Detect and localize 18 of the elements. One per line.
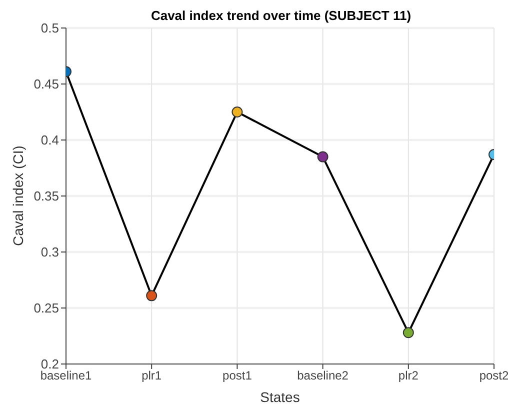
y-tick-label: 0.25	[34, 300, 59, 316]
x-tick-label: post2	[479, 368, 509, 383]
point	[232, 106, 243, 118]
y-tick-label: 0.4	[40, 132, 59, 148]
x-tick-label: plr1	[142, 368, 162, 383]
y-axis-title: Caval index (CI)	[10, 146, 26, 246]
point	[402, 327, 414, 338]
x-axis-title: States	[260, 389, 300, 405]
point	[317, 151, 328, 162]
x-tick-label: plr2	[398, 368, 419, 383]
chart-title: Caval index trend over time (SUBJECT 11)	[150, 8, 412, 23]
x-tick-label: post1	[222, 368, 252, 383]
y-tick-label: 0.5	[40, 20, 59, 36]
y-tick-label: 0.45	[34, 76, 59, 92]
x-tick-label: baseline2	[297, 368, 349, 383]
y-tick-label: 0.3	[40, 244, 59, 260]
point	[146, 290, 158, 302]
y-tick-label: 0.35	[34, 188, 59, 204]
